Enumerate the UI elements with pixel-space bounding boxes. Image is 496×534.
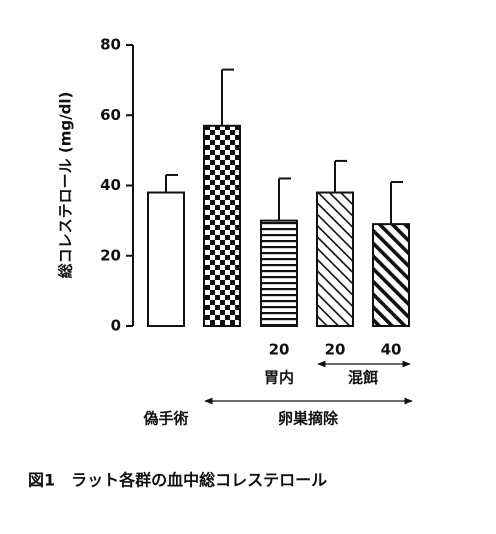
bar: [316, 191, 354, 327]
y-axis-label: 総コレステロール (mg/dl): [57, 92, 75, 279]
x-tick-label: 40: [381, 341, 402, 359]
x-tick-label: 20: [325, 341, 346, 359]
y-tick-label: 20: [100, 246, 121, 264]
y-tick-label: 80: [100, 36, 121, 54]
bar: [147, 191, 185, 327]
group-label: 胃内: [264, 369, 294, 387]
y-tick-label: 60: [100, 106, 121, 124]
group-label: 混餌: [348, 369, 378, 387]
caption: 図1 ラット各群の血中総コレステロール: [28, 471, 327, 490]
bar: [260, 219, 298, 327]
group-label: 卵巣摘除: [278, 410, 339, 428]
bar: [203, 124, 241, 327]
bar: [372, 223, 410, 327]
group-label: 偽手術: [142, 410, 188, 428]
y-tick-label: 0: [111, 317, 121, 335]
x-tick-label: 20: [269, 341, 290, 359]
y-tick-label: 40: [100, 176, 121, 194]
